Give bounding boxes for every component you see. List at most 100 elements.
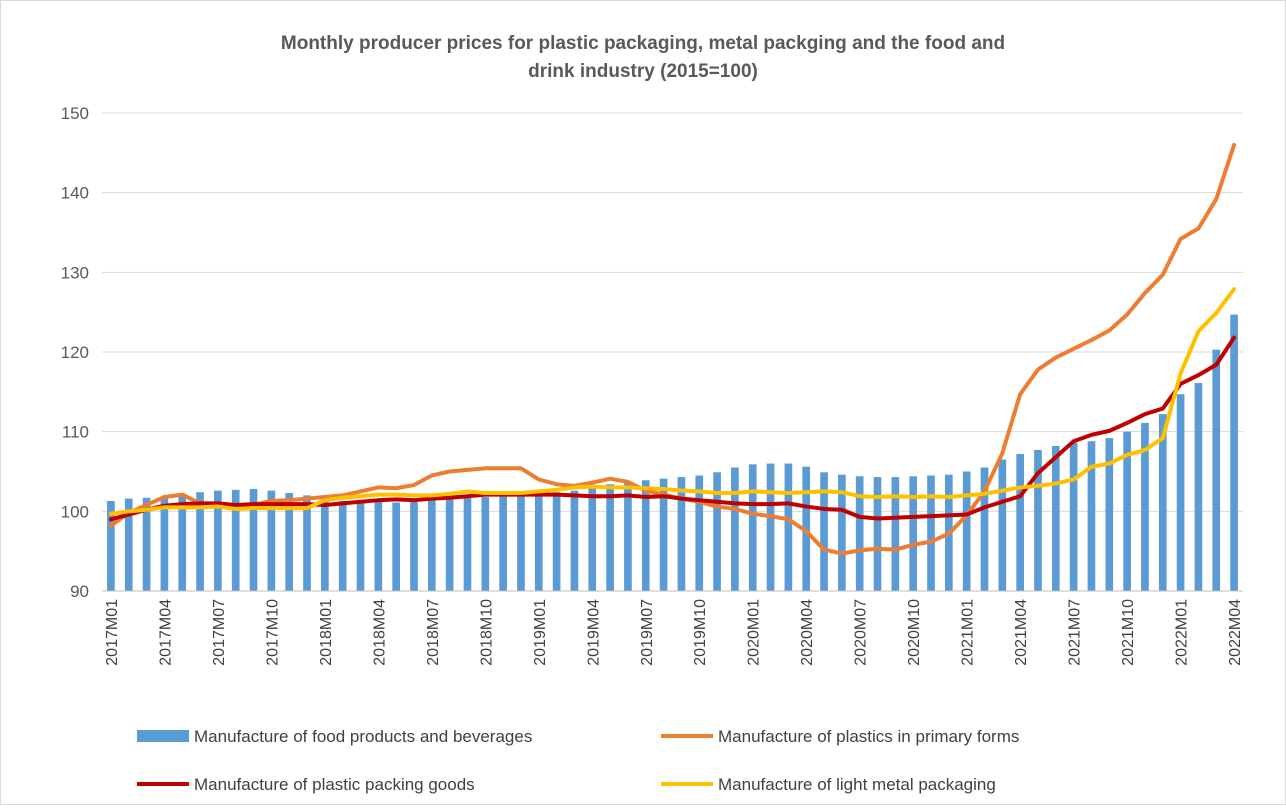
chart-title-line-2: drink industry (2015=100) <box>528 61 758 82</box>
x-tick-label: 2021M04 <box>1013 599 1030 666</box>
x-tick-label: 2018M01 <box>318 599 335 666</box>
bar-2020M09 <box>891 477 900 591</box>
bar-2019M08 <box>659 478 668 591</box>
bar-2021M01 <box>962 471 971 591</box>
bar-2019M01 <box>534 494 543 591</box>
bar-2022M01 <box>1176 394 1185 591</box>
series-line-2 <box>108 335 1237 522</box>
y-tick-label: 140 <box>61 184 89 203</box>
x-tick-label: 2020M10 <box>906 599 923 666</box>
bar-2018M06 <box>410 501 418 591</box>
bar-2022M02 <box>1194 383 1203 591</box>
y-tick-label: 90 <box>70 582 89 601</box>
x-tick-label: 2018M04 <box>371 599 388 666</box>
bar-2019M07 <box>641 480 650 591</box>
legend: Manufacture of food products and beverag… <box>137 727 1019 794</box>
bar-2019M05 <box>606 484 614 591</box>
legend-label-1: Manufacture of plastics in primary forms <box>718 727 1019 746</box>
chart-title-line-1: Monthly producer prices for plastic pack… <box>281 33 1005 54</box>
bar-2018M12 <box>517 495 525 591</box>
bar-2019M03 <box>570 490 579 591</box>
x-tick-label: 2021M10 <box>1120 599 1137 666</box>
bar-2018M11 <box>499 496 507 591</box>
x-tick-label: 2018M10 <box>478 599 495 666</box>
bar-2021M03 <box>998 459 1007 591</box>
bar-2021M06 <box>1051 446 1060 591</box>
bar-2017M08 <box>231 489 240 591</box>
x-tick-label: 2020M04 <box>799 599 816 666</box>
bar-2017M11 <box>285 493 294 591</box>
bar-2018M04 <box>374 501 383 591</box>
bar-2020M03 <box>784 463 793 591</box>
bar-2017M09 <box>249 489 258 591</box>
bar-2020M07 <box>855 476 864 591</box>
bar-2018M03 <box>356 500 365 591</box>
bar-2019M04 <box>588 487 597 591</box>
bar-2020M06 <box>838 474 846 591</box>
y-tick-label: 150 <box>61 104 89 123</box>
y-tick-label: 120 <box>61 343 89 362</box>
bar-2020M01 <box>748 464 757 591</box>
x-tick-label: 2019M04 <box>585 599 602 666</box>
bar-2019M11 <box>713 472 721 591</box>
bar-2017M01 <box>107 500 115 591</box>
x-tick-label: 2017M10 <box>264 599 281 666</box>
bar-2019M12 <box>731 467 739 591</box>
x-tick-label: 2021M01 <box>960 599 977 666</box>
bar-2019M02 <box>552 492 561 591</box>
bar-2021M10 <box>1123 431 1131 591</box>
x-tick-label: 2019M01 <box>532 599 549 666</box>
bar-2020M02 <box>766 463 775 591</box>
x-tick-label: 2017M07 <box>211 599 228 666</box>
legend-label-0: Manufacture of food products and beverag… <box>194 727 532 746</box>
bar-2020M08 <box>873 477 882 591</box>
bar-2019M09 <box>677 477 686 591</box>
bar-2021M02 <box>980 467 989 591</box>
bar-2021M07 <box>1069 442 1078 591</box>
bar-2020M10 <box>909 476 918 591</box>
bar-2017M12 <box>303 495 311 591</box>
bar-2017M10 <box>267 490 276 591</box>
x-tick-label: 2017M04 <box>157 599 174 666</box>
x-tick-label: 2019M10 <box>692 599 709 666</box>
bar-2020M05 <box>820 472 828 591</box>
bar-2019M06 <box>624 482 632 591</box>
bar-2018M08 <box>445 496 454 591</box>
bar-series <box>107 314 1238 591</box>
x-tick-label: 2019M07 <box>639 599 656 666</box>
x-tick-label: 2022M01 <box>1174 599 1191 666</box>
bar-2022M04 <box>1230 314 1238 591</box>
bar-2021M05 <box>1034 449 1042 591</box>
bar-2017M02 <box>124 498 133 591</box>
bar-2021M09 <box>1105 438 1114 591</box>
bar-2020M11 <box>927 475 935 591</box>
bar-2018M02 <box>338 500 347 591</box>
series-line-1 <box>108 142 1237 556</box>
bar-2017M03 <box>142 497 151 591</box>
bar-2017M07 <box>214 490 222 591</box>
bar-2017M05 <box>178 493 187 591</box>
bar-2019M10 <box>695 475 704 591</box>
bar-2018M05 <box>392 502 400 591</box>
bar-2022M03 <box>1212 349 1221 591</box>
legend-swatch-0 <box>137 730 189 742</box>
x-tick-label: 2022M04 <box>1227 599 1244 666</box>
bar-2017M06 <box>196 492 204 591</box>
y-tick-label: 100 <box>61 502 89 521</box>
bar-2021M12 <box>1158 414 1167 591</box>
y-tick-label: 110 <box>62 423 89 442</box>
y-axis-ticks: 90 100 110 120 130 140 150 <box>61 104 89 601</box>
y-tick-label: 130 <box>61 263 89 282</box>
x-tick-label: 2021M07 <box>1067 599 1084 666</box>
bar-2021M04 <box>1016 453 1024 591</box>
x-tick-label: 2020M07 <box>853 599 870 666</box>
legend-label-2: Manufacture of plastic packing goods <box>194 775 475 794</box>
legend-label-3: Manufacture of light metal packaging <box>718 775 996 794</box>
bar-2021M08 <box>1087 441 1096 591</box>
bar-2018M09 <box>463 496 472 591</box>
x-tick-label: 2017M01 <box>104 599 121 666</box>
bar-2018M10 <box>481 496 490 591</box>
bar-2018M01 <box>321 499 329 591</box>
x-tick-label: 2020M01 <box>746 599 763 666</box>
